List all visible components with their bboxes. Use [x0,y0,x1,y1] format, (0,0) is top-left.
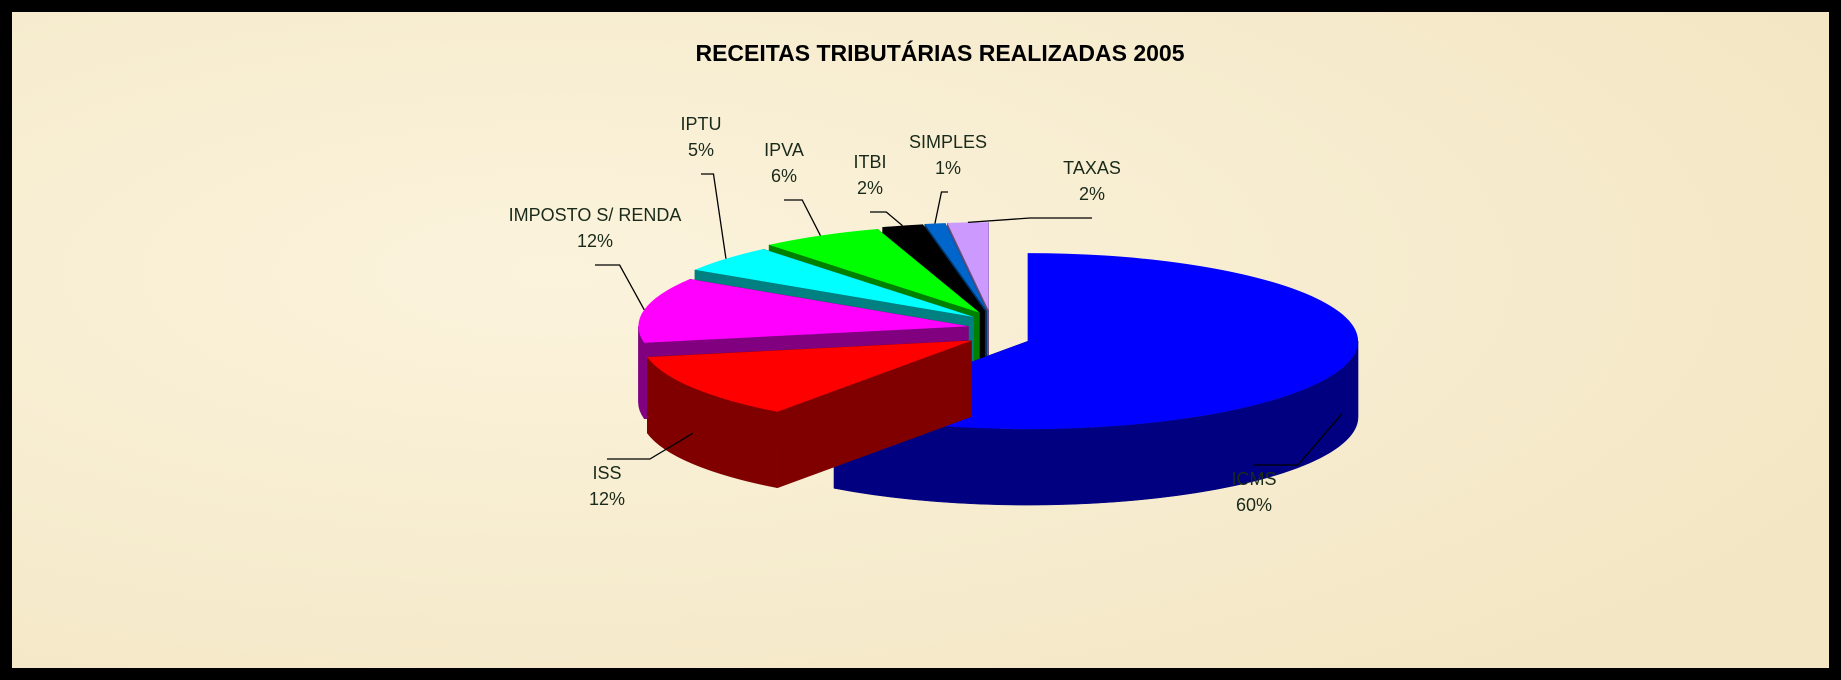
slice-value-label: 12% [577,231,613,251]
slice-top [638,279,969,343]
leader-line [607,432,694,460]
slice-label: ISS [592,463,621,483]
leader-line [1254,413,1343,466]
leader-line [967,217,1092,224]
pie [638,222,1359,506]
slice-top [769,228,980,313]
slice-value-label: 1% [935,158,961,178]
slice-label: IPVA [764,140,804,160]
leader-line [595,264,645,311]
slice-value-label: 2% [1079,184,1105,204]
slice-label: IPTU [680,114,721,134]
chart-title: RECEITAS TRIBUTÁRIAS REALIZADAS 2005 [695,39,1184,66]
slice-value-label: 2% [857,178,883,198]
slice-value-label: 5% [688,140,714,160]
slice-label: SIMPLES [909,132,987,152]
slice-label: ITBI [853,152,886,172]
slice-value-label: 12% [589,489,625,509]
slice-label: IMPOSTO S/ RENDA [509,205,682,225]
leader-line [784,199,822,236]
slice [647,340,972,489]
slice-top [924,223,987,311]
slice-top [647,340,972,412]
slice-label: ICMS [1232,469,1277,489]
slice-top [694,249,974,317]
slice-value-label: 60% [1236,495,1272,515]
slice-label: TAXAS [1063,158,1121,178]
slice-top [947,222,989,311]
slice-value-label: 6% [771,166,797,186]
leader-line [870,211,903,227]
leader-line [934,191,948,224]
leader-line [701,173,727,259]
slice-top [882,224,985,311]
